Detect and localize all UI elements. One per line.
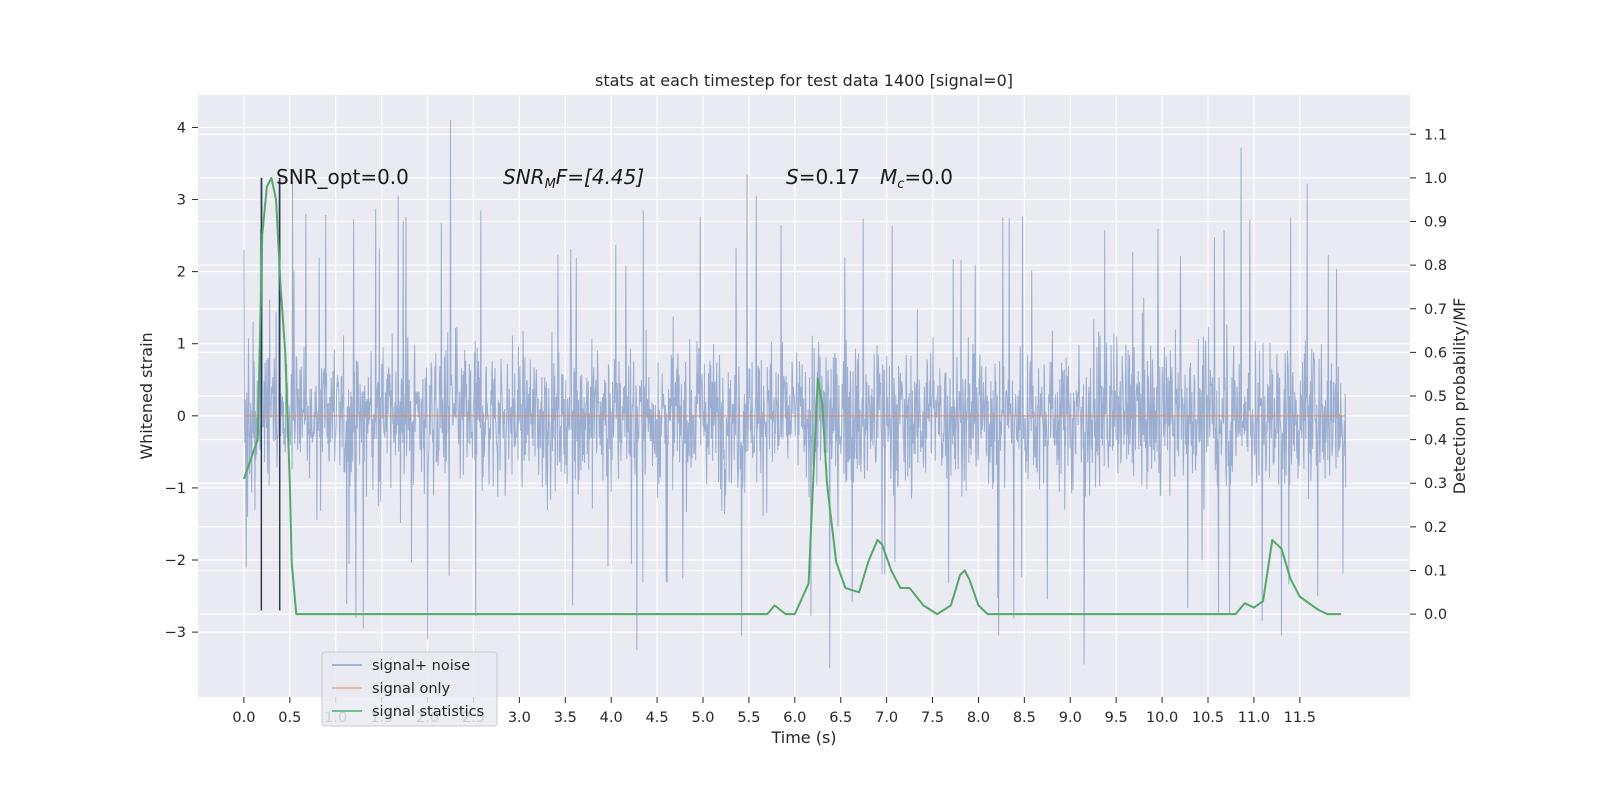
y-tick-label: −1 bbox=[165, 481, 186, 497]
x-tick-label: 10.0 bbox=[1146, 710, 1178, 726]
s-symbol: S bbox=[786, 165, 799, 189]
legend-label-signal-only: signal only bbox=[372, 681, 451, 697]
x-tick-label: 10.5 bbox=[1192, 710, 1224, 726]
y-tick-label: 3 bbox=[177, 193, 186, 209]
x-tick-label: 4.5 bbox=[646, 710, 669, 726]
y-tick-label: 2 bbox=[177, 265, 186, 281]
snr-mf-base: SNR bbox=[503, 165, 545, 189]
y2-tick-label: 0.1 bbox=[1424, 563, 1447, 579]
y2-tick-label: 0.7 bbox=[1424, 302, 1447, 318]
y2-tick-label: 0.0 bbox=[1424, 607, 1447, 623]
x-tick-label: 8.5 bbox=[1013, 710, 1036, 726]
y2-axis-label: Detection probability/MF bbox=[1450, 298, 1469, 495]
noise-trace bbox=[243, 120, 1347, 669]
x-tick-label: 4.0 bbox=[600, 710, 623, 726]
x-tick-label: 6.0 bbox=[783, 710, 806, 726]
legend-box bbox=[321, 651, 498, 727]
y-tick-label: −2 bbox=[165, 553, 186, 569]
x-tick-label: 7.5 bbox=[921, 710, 944, 726]
annotation-snr-mf: SNRMF=[4.45] bbox=[503, 165, 644, 192]
y2-tick-label: 1.1 bbox=[1424, 127, 1447, 143]
chart-title: stats at each timestep for test data 140… bbox=[595, 71, 1013, 90]
x-tick-label: 3.5 bbox=[554, 710, 577, 726]
x-tick-label: 9.5 bbox=[1105, 710, 1128, 726]
mc-symbol: M bbox=[880, 165, 897, 189]
y-tick-label: 4 bbox=[177, 120, 186, 136]
series-signal-plus-noise bbox=[243, 120, 1347, 669]
statistics-line bbox=[242, 176, 1342, 616]
s-value: =0.17 bbox=[799, 165, 860, 189]
snr-mf-sub: M bbox=[545, 177, 556, 192]
x-tick-label: 8.0 bbox=[967, 710, 990, 726]
legend-label-signal-plus-noise: signal+ noise bbox=[372, 658, 470, 674]
y-tick-label: −3 bbox=[165, 625, 186, 641]
snr-mf-rest: F=[4.45] bbox=[556, 165, 644, 189]
y2-tick-label: 0.5 bbox=[1424, 389, 1447, 405]
y2-tick-label: 0.8 bbox=[1424, 258, 1447, 274]
annotation-s: S=0.17 bbox=[786, 165, 860, 189]
x-tick-label: 11.0 bbox=[1238, 710, 1270, 726]
x-tick-label: 11.5 bbox=[1284, 710, 1316, 726]
y-tick-label: 0 bbox=[177, 409, 186, 425]
x-axis-label: Time (s) bbox=[770, 728, 836, 747]
series-signal-statistics bbox=[242, 176, 1342, 616]
y2-tick-label: 1.0 bbox=[1424, 171, 1447, 187]
y2-tick-label: 0.9 bbox=[1424, 215, 1447, 231]
x-tick-label: 7.0 bbox=[875, 710, 898, 726]
legend-label-signal-statistics: signal statistics bbox=[372, 704, 484, 720]
y2-tick-label: 0.6 bbox=[1424, 345, 1447, 361]
y2-tick-label: 0.4 bbox=[1424, 433, 1447, 449]
y-axis-label: Whitened strain bbox=[137, 332, 156, 459]
y2-tick-label: 0.2 bbox=[1424, 520, 1447, 536]
x-tick-label: 5.5 bbox=[737, 710, 760, 726]
annotation-snr-opt: SNR_opt=0.0 bbox=[276, 165, 409, 189]
x-tick-label: 0.0 bbox=[232, 710, 255, 726]
x-tick-label: 3.0 bbox=[508, 710, 531, 726]
x-tick-label: 9.0 bbox=[1059, 710, 1082, 726]
x-tick-label: 5.0 bbox=[691, 710, 714, 726]
y-tick-label: 1 bbox=[177, 337, 186, 353]
mc-sub: c bbox=[897, 177, 904, 192]
x-tick-label: 6.5 bbox=[829, 710, 852, 726]
y-axis-ticks: 4 3 2 1 0 −1 −2 −3 bbox=[165, 120, 198, 641]
mc-value: =0.0 bbox=[904, 165, 953, 189]
legend: signal+ noise signal only signal statist… bbox=[321, 651, 498, 727]
y2-axis-ticks: 1.1 1.0 0.9 0.8 0.7 0.6 0.5 0.4 0.3 0.2 0.1 0.0 bbox=[1410, 127, 1447, 623]
x-axis-ticks: 0.00.51.01.52.02.53.03.54.04.55.05.56.06… bbox=[232, 697, 1316, 726]
annotation-mc: Mc=0.0 bbox=[880, 165, 953, 192]
x-tick-label: 0.5 bbox=[278, 710, 301, 726]
y2-tick-label: 0.3 bbox=[1424, 476, 1447, 492]
